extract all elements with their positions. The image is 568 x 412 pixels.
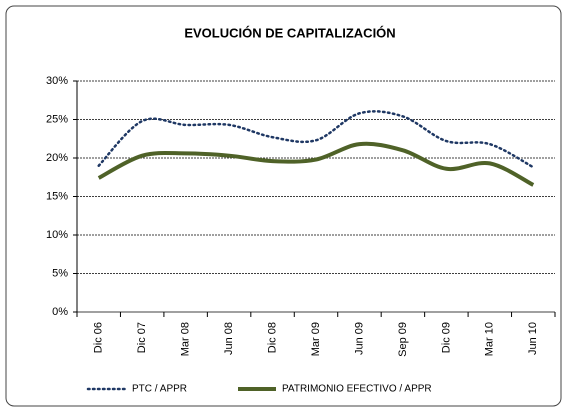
y-tick-label: 20% [46, 152, 68, 164]
legend-label: PTC / APPR [132, 384, 187, 395]
chart-border [5, 5, 562, 407]
y-tick-label: 10% [46, 229, 68, 241]
line-series [97, 141, 535, 187]
x-tick-label: Jun 08 [223, 322, 235, 355]
x-tick-label: Dic 06 [93, 322, 105, 353]
chart-title: EVOLUCIÓN DE CAPITALIZACIÓN [184, 25, 395, 40]
y-tick-label: 30% [46, 75, 68, 87]
x-tick-label: Dic 09 [440, 322, 452, 353]
x-tick-label: Dic 08 [266, 322, 278, 353]
x-tick-label: Mar 08 [180, 322, 192, 356]
x-tick-label: Jun 10 [527, 322, 539, 355]
x-tick-label: Dic 07 [136, 322, 148, 353]
line-series [97, 110, 535, 169]
y-tick-label: 5% [52, 267, 68, 279]
x-tick-label: Jun 09 [353, 322, 365, 355]
y-tick-label: 25% [46, 113, 68, 125]
x-tick-label: Sep 09 [397, 322, 409, 357]
y-tick-label: 15% [46, 190, 68, 202]
y-tick-label: 0% [52, 306, 68, 318]
x-tick-label: Mar 09 [310, 322, 322, 356]
legend-label: PATRIMONIO EFECTIVO / APPR [282, 384, 432, 395]
x-tick-label: Mar 10 [484, 322, 496, 356]
